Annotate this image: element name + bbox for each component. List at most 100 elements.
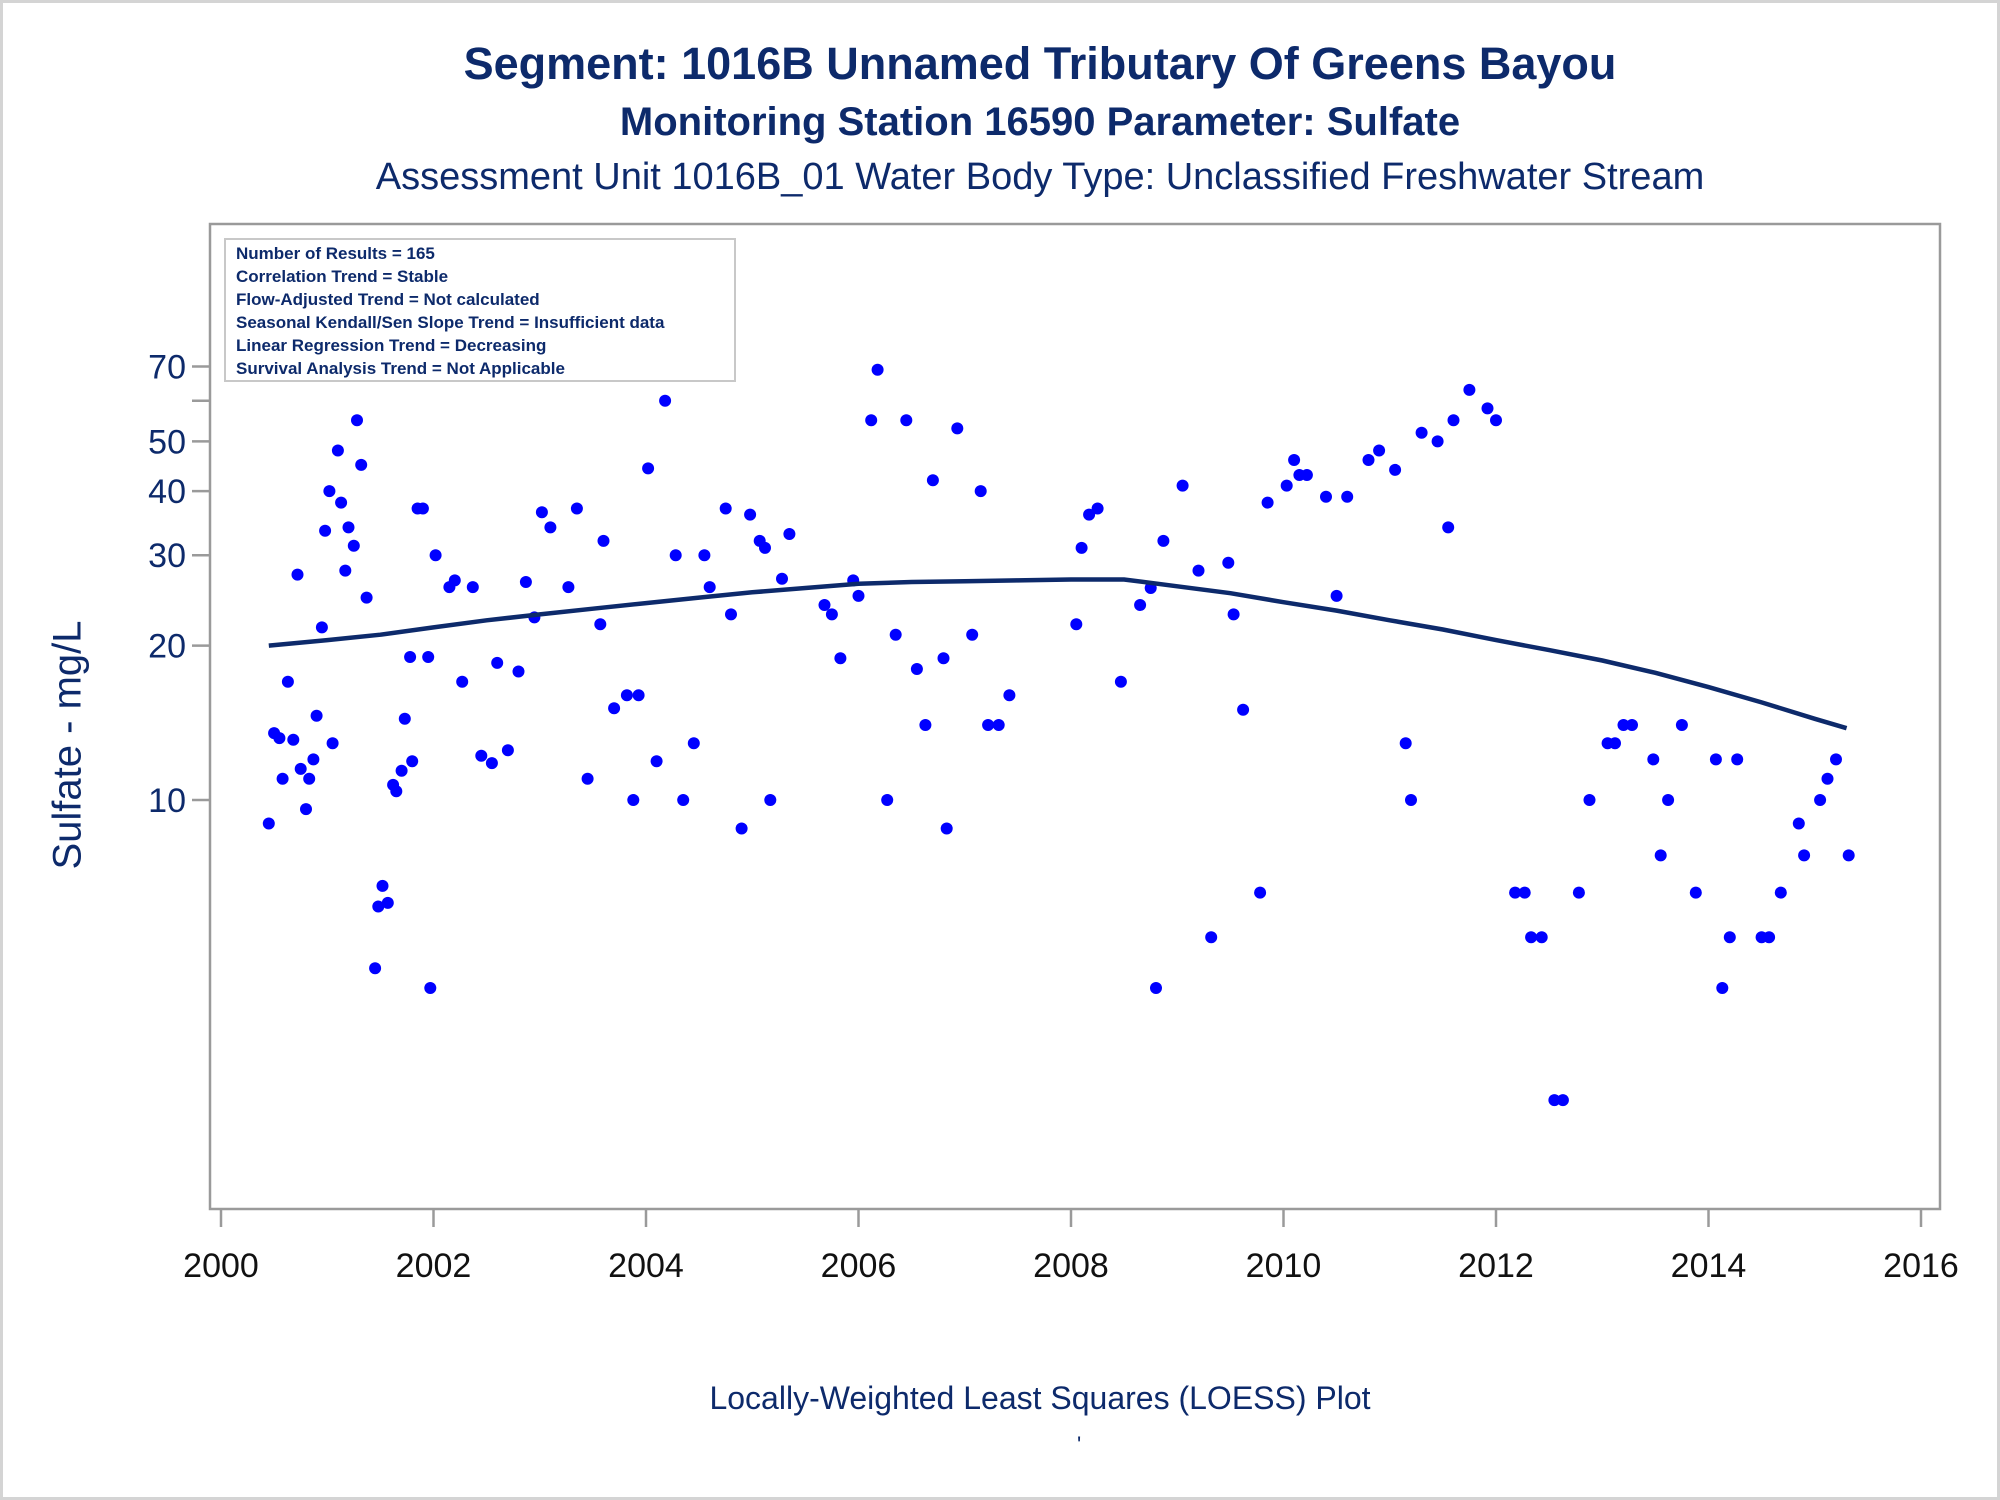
data-point [825,608,838,621]
data-point [776,572,788,585]
data-point [1083,508,1096,521]
data-point [1222,556,1235,569]
x-tick-label: 2004 [608,1247,684,1285]
data-point [1548,1094,1561,1107]
data-point [1723,931,1736,944]
data-point [262,817,275,830]
data-point [347,539,360,552]
y-tick-label: 70 [148,348,186,386]
data-point [1254,886,1267,899]
loess-curve [268,577,1848,731]
data-point [1261,496,1274,509]
data-point [1237,703,1250,716]
data-point [535,506,548,519]
data-point [276,772,289,785]
data-point [1821,772,1834,785]
data-point [719,502,732,515]
data-point [764,794,777,806]
stats-line-flow-adjusted: Flow-Adjusted Trend = Not calculated [236,290,540,309]
data-point [865,414,878,427]
data-point [900,414,913,427]
data-point [1176,479,1189,492]
data-point [1830,753,1842,766]
data-point [319,524,332,537]
x-axis: 2000 2002 2004 2006 2008 2010 2012 2014 2016 [183,1209,1959,1285]
data-point [1003,689,1016,702]
stats-line-seasonal-kendall: Seasonal Kendall/Sen Slope Trend = Insuf… [236,313,665,332]
data-point [404,651,417,663]
data-point [982,719,995,731]
data-point [291,568,304,581]
data-point [1405,794,1417,806]
data-point [355,458,368,471]
data-point [1431,435,1444,448]
data-point [608,702,621,715]
y-tick-label: 40 [148,473,186,511]
data-point [1288,454,1301,466]
data-point [273,732,286,745]
x-tick-label: 2002 [396,1247,472,1285]
data-point [448,574,461,587]
data-points [262,363,1855,1107]
data-point [1654,849,1667,862]
data-point [1300,469,1313,481]
data-point [424,982,437,994]
data-point [937,652,950,665]
data-point [475,749,488,762]
data-point [871,363,884,376]
x-tick-label: 2008 [1033,1247,1109,1285]
data-point [650,755,663,768]
data-point [1157,534,1170,547]
data-point [406,755,419,768]
x-tick-label: 2010 [1246,1247,1322,1285]
data-point [339,564,352,577]
data-point [1463,383,1476,396]
y-tick-label: 30 [148,537,186,575]
data-point [581,772,594,785]
data-point [1842,849,1855,862]
chart-footnote: Locally-Weighted Least Squares (LOESS) P… [709,1380,1371,1416]
data-point [1647,753,1660,766]
data-point [818,599,831,611]
data-point [1341,490,1354,503]
data-point [456,675,469,688]
data-point [1070,618,1083,631]
data-point [395,764,408,777]
data-point [992,719,1005,731]
data-point [919,719,932,731]
data-point [852,589,865,602]
data-point [303,772,316,785]
data-point [281,675,294,688]
data-point [1134,599,1147,611]
x-tick-label: 2012 [1458,1247,1534,1285]
data-point [466,581,479,594]
data-point [783,528,796,540]
data-point [1525,931,1538,944]
data-point [342,521,355,534]
data-point [659,394,672,407]
data-point [1609,737,1621,750]
data-point [1572,886,1585,899]
data-point [544,521,557,534]
data-point [1709,753,1722,766]
data-point [620,689,633,702]
data-point [1556,1094,1569,1107]
data-point [376,879,389,892]
data-point [381,896,394,909]
data-point [926,474,939,487]
data-point [1320,490,1332,503]
data-point [759,541,771,554]
data-point [1481,402,1494,415]
data-point [966,628,979,641]
data-point [1763,931,1776,944]
data-point [326,737,339,750]
data-point [512,665,525,678]
y-tick-label: 20 [148,628,186,666]
data-point [1389,463,1402,476]
data-point [1617,719,1630,731]
data-point [1150,982,1162,994]
data-point [1362,454,1375,466]
x-tick-label: 2014 [1671,1247,1747,1285]
